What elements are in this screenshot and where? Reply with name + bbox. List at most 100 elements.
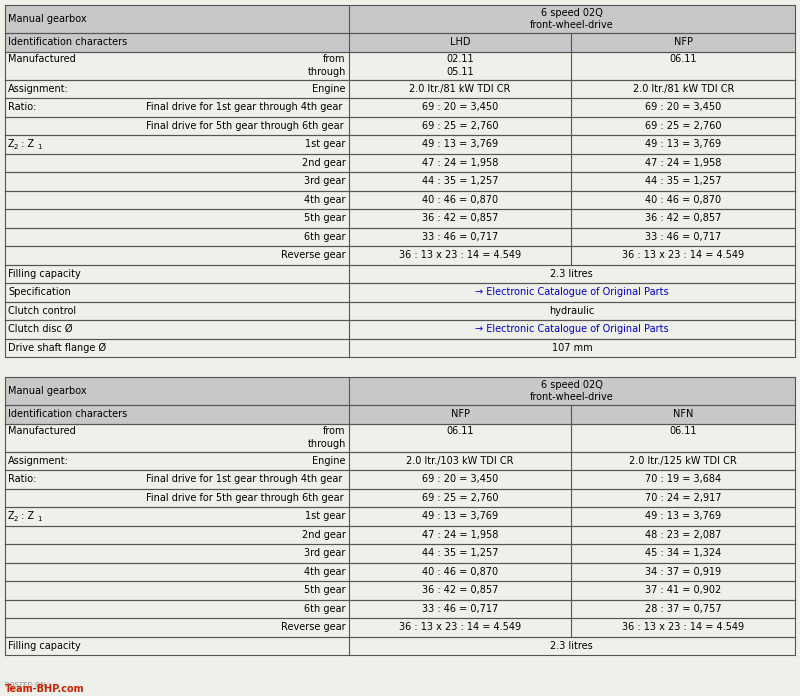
Text: 48 : 23 = 2,087: 48 : 23 = 2,087 bbox=[645, 530, 722, 540]
Bar bbox=[349, 33, 571, 52]
Text: Ratio:: Ratio: bbox=[8, 102, 36, 112]
Text: 5th gear: 5th gear bbox=[304, 213, 346, 223]
Text: Assignment:: Assignment: bbox=[8, 84, 69, 94]
Text: → Electronic Catalogue of Original Parts: → Electronic Catalogue of Original Parts bbox=[475, 287, 669, 297]
Text: 1st gear: 1st gear bbox=[306, 139, 346, 149]
Text: 2: 2 bbox=[14, 144, 18, 150]
Text: NFN: NFN bbox=[673, 409, 694, 419]
Text: 2.0 ltr./103 kW TDI CR: 2.0 ltr./103 kW TDI CR bbox=[406, 456, 514, 466]
Bar bbox=[349, 377, 795, 405]
Text: Manual gearbox: Manual gearbox bbox=[8, 386, 86, 396]
Text: 107 mm: 107 mm bbox=[551, 342, 592, 353]
Text: 36 : 13 x 23 : 14 = 4.549: 36 : 13 x 23 : 14 = 4.549 bbox=[399, 622, 521, 632]
Text: 47 : 24 = 1,958: 47 : 24 = 1,958 bbox=[422, 530, 498, 540]
Text: 49 : 13 = 3,769: 49 : 13 = 3,769 bbox=[422, 512, 498, 521]
Text: Engine: Engine bbox=[312, 84, 346, 94]
Text: 49 : 13 = 3,769: 49 : 13 = 3,769 bbox=[645, 512, 722, 521]
Text: Z: Z bbox=[8, 139, 14, 149]
Text: 36 : 42 = 0,857: 36 : 42 = 0,857 bbox=[645, 213, 722, 223]
Text: Reverse gear: Reverse gear bbox=[281, 622, 346, 632]
Text: 47 : 24 = 1,958: 47 : 24 = 1,958 bbox=[645, 158, 722, 168]
Text: 40 : 46 = 0,870: 40 : 46 = 0,870 bbox=[422, 195, 498, 205]
Text: through: through bbox=[307, 67, 346, 77]
Text: 6th gear: 6th gear bbox=[304, 232, 346, 242]
Text: 40 : 46 = 0,870: 40 : 46 = 0,870 bbox=[422, 567, 498, 577]
Text: 70 : 19 = 3,684: 70 : 19 = 3,684 bbox=[645, 474, 722, 484]
Text: 33 : 46 = 0,717: 33 : 46 = 0,717 bbox=[422, 603, 498, 614]
Text: 6 speed 02Q: 6 speed 02Q bbox=[541, 8, 602, 18]
Text: Z: Z bbox=[8, 512, 14, 521]
Text: Clutch disc Ø: Clutch disc Ø bbox=[8, 324, 73, 334]
Text: 4th gear: 4th gear bbox=[304, 567, 346, 577]
Text: 2.0 ltr./125 kW TDI CR: 2.0 ltr./125 kW TDI CR bbox=[630, 456, 737, 466]
Text: Identification characters: Identification characters bbox=[8, 38, 127, 47]
Text: 2nd gear: 2nd gear bbox=[302, 158, 346, 168]
Text: 6th gear: 6th gear bbox=[304, 603, 346, 614]
Bar bbox=[571, 405, 795, 423]
Text: Team-BHP.com: Team-BHP.com bbox=[5, 684, 85, 694]
Text: 05.11: 05.11 bbox=[446, 67, 474, 77]
Text: 69 : 20 = 3,450: 69 : 20 = 3,450 bbox=[645, 102, 722, 112]
Text: 3rd gear: 3rd gear bbox=[304, 176, 346, 187]
Text: NFP: NFP bbox=[450, 409, 470, 419]
Text: Final drive for 1st gear through 4th gear: Final drive for 1st gear through 4th gea… bbox=[146, 474, 342, 484]
Text: 6 speed 02Q: 6 speed 02Q bbox=[541, 381, 602, 390]
Text: 36 : 13 x 23 : 14 = 4.549: 36 : 13 x 23 : 14 = 4.549 bbox=[399, 251, 521, 260]
Text: : Z: : Z bbox=[18, 512, 34, 521]
Text: : Z: : Z bbox=[18, 139, 34, 149]
Text: 06.11: 06.11 bbox=[670, 54, 697, 64]
Text: Final drive for 1st gear through 4th gear: Final drive for 1st gear through 4th gea… bbox=[146, 102, 342, 112]
Text: 1st gear: 1st gear bbox=[306, 512, 346, 521]
Text: → Electronic Catalogue of Original Parts: → Electronic Catalogue of Original Parts bbox=[475, 324, 669, 334]
Bar bbox=[5, 5, 349, 33]
Text: 40 : 46 = 0,870: 40 : 46 = 0,870 bbox=[645, 195, 722, 205]
Text: 33 : 46 = 0,717: 33 : 46 = 0,717 bbox=[645, 232, 722, 242]
Text: 69 : 25 = 2,760: 69 : 25 = 2,760 bbox=[422, 120, 498, 131]
Text: Drive shaft flange Ø: Drive shaft flange Ø bbox=[8, 342, 106, 353]
Text: 06.11: 06.11 bbox=[670, 427, 697, 436]
Text: 36 : 13 x 23 : 14 = 4.549: 36 : 13 x 23 : 14 = 4.549 bbox=[622, 251, 744, 260]
Text: 3rd gear: 3rd gear bbox=[304, 548, 346, 558]
Text: Assignment:: Assignment: bbox=[8, 456, 69, 466]
Text: 4th gear: 4th gear bbox=[304, 195, 346, 205]
Text: 33 : 46 = 0,717: 33 : 46 = 0,717 bbox=[422, 232, 498, 242]
Text: Specification: Specification bbox=[8, 287, 70, 297]
Text: Filling capacity: Filling capacity bbox=[8, 641, 81, 651]
Text: 36 : 42 = 0,857: 36 : 42 = 0,857 bbox=[422, 213, 498, 223]
Text: Final drive for 5th gear through 6th gear: Final drive for 5th gear through 6th gea… bbox=[146, 493, 344, 503]
Text: NFP: NFP bbox=[674, 38, 693, 47]
Text: Clutch control: Clutch control bbox=[8, 306, 76, 316]
Text: 36 : 42 = 0,857: 36 : 42 = 0,857 bbox=[422, 585, 498, 595]
Text: 69 : 25 = 2,760: 69 : 25 = 2,760 bbox=[422, 493, 498, 503]
Text: LHD: LHD bbox=[450, 38, 470, 47]
Text: Filling capacity: Filling capacity bbox=[8, 269, 81, 279]
Text: 1: 1 bbox=[37, 516, 42, 522]
Text: 69 : 20 = 3,450: 69 : 20 = 3,450 bbox=[422, 474, 498, 484]
Text: 06.11: 06.11 bbox=[446, 427, 474, 436]
Text: 2.3 litres: 2.3 litres bbox=[550, 269, 594, 279]
Text: Final drive for 5th gear through 6th gear: Final drive for 5th gear through 6th gea… bbox=[146, 120, 344, 131]
Text: front-wheel-drive: front-wheel-drive bbox=[530, 392, 614, 402]
Text: 28 : 37 = 0,757: 28 : 37 = 0,757 bbox=[645, 603, 722, 614]
Text: Identification characters: Identification characters bbox=[8, 409, 127, 419]
Text: Manufactured: Manufactured bbox=[8, 427, 76, 436]
Text: 44 : 35 = 1,257: 44 : 35 = 1,257 bbox=[645, 176, 722, 187]
Text: 69 : 20 = 3,450: 69 : 20 = 3,450 bbox=[422, 102, 498, 112]
Text: 34 : 37 = 0,919: 34 : 37 = 0,919 bbox=[645, 567, 722, 577]
Text: 70 : 24 = 2,917: 70 : 24 = 2,917 bbox=[645, 493, 722, 503]
Text: 69 : 25 = 2,760: 69 : 25 = 2,760 bbox=[645, 120, 722, 131]
Text: Engine: Engine bbox=[312, 456, 346, 466]
Text: 2: 2 bbox=[14, 516, 18, 522]
Text: 49 : 13 = 3,769: 49 : 13 = 3,769 bbox=[422, 139, 498, 149]
Text: 2.0 ltr./81 kW TDI CR: 2.0 ltr./81 kW TDI CR bbox=[633, 84, 734, 94]
Text: from: from bbox=[323, 427, 346, 436]
Text: from: from bbox=[323, 54, 346, 64]
Bar bbox=[5, 377, 349, 405]
Text: 47 : 24 = 1,958: 47 : 24 = 1,958 bbox=[422, 158, 498, 168]
Text: 02.11: 02.11 bbox=[446, 54, 474, 64]
Text: 45 : 34 = 1,324: 45 : 34 = 1,324 bbox=[645, 548, 722, 558]
Text: Reverse gear: Reverse gear bbox=[281, 251, 346, 260]
Bar bbox=[571, 33, 795, 52]
Text: 2nd gear: 2nd gear bbox=[302, 530, 346, 540]
Text: front-wheel-drive: front-wheel-drive bbox=[530, 20, 614, 30]
